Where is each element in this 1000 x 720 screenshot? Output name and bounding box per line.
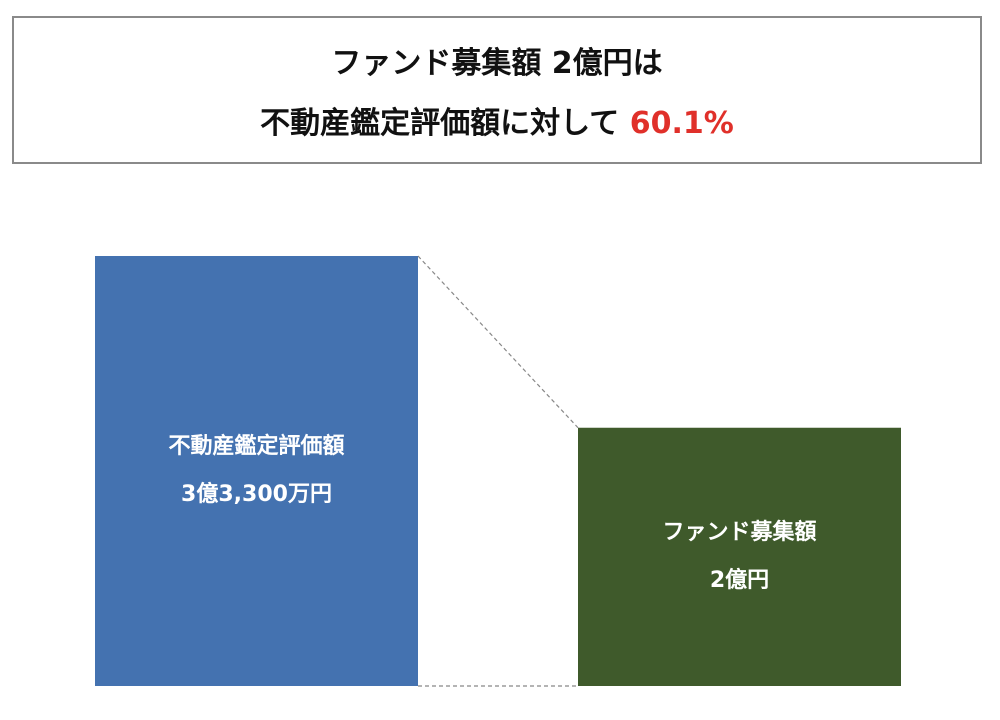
subtitle-line: 不動産鑑定評価額に対して 60.1%	[14, 94, 980, 154]
bar	[578, 427, 901, 686]
bar	[95, 256, 418, 686]
highlight: 60.1%	[629, 106, 734, 141]
bar-value-label: 2億円	[710, 567, 769, 593]
connector	[417, 255, 579, 429]
bar-category-label: 不動産鑑定評価額	[168, 433, 344, 459]
bar-category-label: ファンド募集額	[662, 519, 816, 545]
title: ファンド募集額 2億円は	[331, 46, 663, 81]
bar-value-label: 3億3,300万円	[181, 481, 332, 507]
subtitle: 不動産鑑定評価額に対して	[260, 106, 620, 141]
header-box: ファンド募集額 2億円は 不動産鑑定評価額に対して 60.1%	[12, 16, 982, 164]
